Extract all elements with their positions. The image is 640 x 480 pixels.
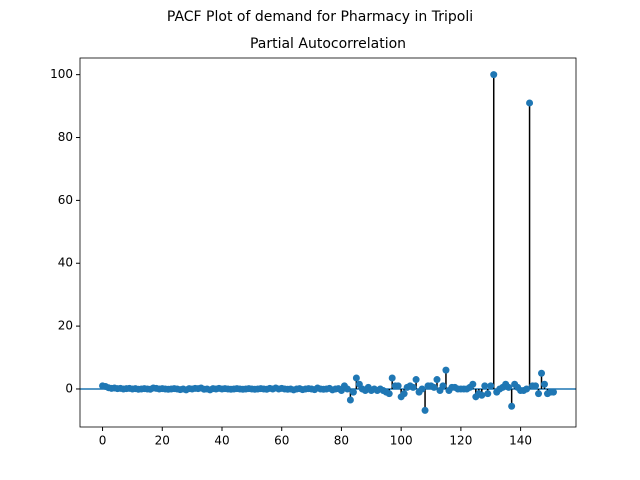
marker	[549, 388, 557, 396]
marker	[418, 385, 426, 393]
marker	[526, 99, 534, 107]
x-tick-label: 120	[449, 434, 472, 448]
suptitle: PACF Plot of demand for Pharmacy in Trip…	[167, 9, 473, 25]
y-tick-label: 60	[58, 193, 73, 207]
marker	[540, 380, 548, 388]
marker	[478, 391, 486, 399]
marker	[538, 369, 546, 377]
marker	[409, 383, 417, 391]
marker	[532, 382, 540, 390]
x-tick-label: 100	[390, 434, 413, 448]
marker	[385, 390, 393, 398]
marker	[349, 388, 357, 396]
y-tick-label: 0	[65, 381, 73, 395]
marker	[421, 406, 429, 414]
marker	[400, 390, 408, 398]
marker	[523, 385, 531, 393]
marker	[430, 383, 438, 391]
x-tick-label: 60	[274, 434, 289, 448]
marker	[433, 376, 441, 384]
marker	[535, 390, 543, 398]
y-tick-label: 100	[50, 67, 73, 81]
marker	[442, 366, 450, 374]
x-tick-label: 20	[155, 434, 170, 448]
y-tick-label: 40	[58, 256, 73, 270]
marker	[481, 382, 489, 390]
marker	[343, 385, 351, 393]
y-tick-label: 20	[58, 319, 73, 333]
marker	[505, 383, 513, 391]
marker	[439, 382, 447, 390]
axes-frame	[79, 57, 577, 428]
x-tick-label: 140	[509, 434, 532, 448]
marker	[412, 376, 420, 384]
marker	[484, 390, 492, 398]
marker	[508, 402, 516, 410]
chart-title: Partial Autocorrelation	[250, 36, 406, 52]
marker	[469, 380, 477, 388]
y-tick-label: 80	[58, 130, 73, 144]
marker	[490, 71, 498, 79]
x-tick-label: 40	[214, 434, 229, 448]
marker	[346, 396, 354, 404]
marker	[388, 374, 396, 382]
x-tick-label: 80	[334, 434, 349, 448]
marker	[394, 382, 402, 390]
marker	[352, 374, 360, 382]
x-tick-label: 0	[99, 434, 107, 448]
marker	[487, 382, 495, 390]
